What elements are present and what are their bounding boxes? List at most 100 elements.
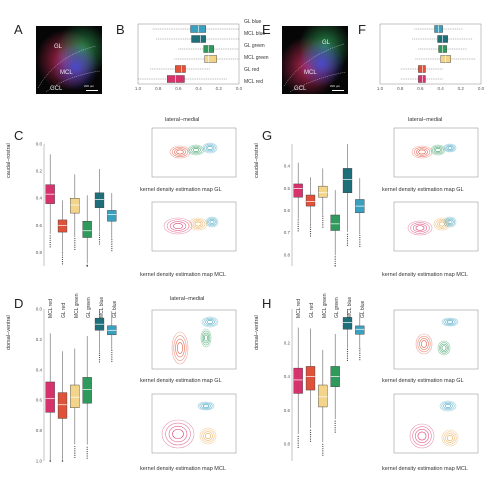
scalebar-e (332, 90, 344, 91)
map-title-h-mcl: kernel density estimation map MCL (382, 466, 468, 472)
boxplot-c: 0.0 0.2 0.4 0.6 0.8 (36, 142, 117, 267)
kde-blob-2 (443, 216, 457, 228)
ytick-g-2: 0.6 (284, 208, 291, 213)
box-g-5 (355, 178, 365, 247)
xtick-f-0: 1.0 (377, 86, 384, 91)
ylabel-g: caudal−rostral (254, 143, 260, 178)
kde-blob-2 (443, 143, 457, 153)
cat-b-4: GL red (244, 67, 260, 73)
axis-title-f: lateral−medial (408, 117, 443, 123)
box-g-2 (318, 168, 328, 228)
boxplot-b: 1.0 0.8 0.6 0.4 0.2 0.0 (135, 23, 243, 91)
hbox-b-2 (178, 45, 239, 53)
top-axis-title-d: lateral−medial (170, 296, 205, 302)
box-h-4 (342, 309, 353, 361)
box-d-4 (94, 309, 105, 363)
ytick-h-1: 0.4 (284, 374, 291, 379)
hbox-b-3 (174, 55, 239, 63)
kde-blob-2 (205, 216, 219, 228)
ytick-c-2: 0.4 (36, 196, 43, 201)
kde-blob-2 (197, 401, 215, 411)
region-label-gcl: GCL (50, 86, 63, 92)
kde-map-g-gl (393, 127, 479, 178)
scalebar-label-e: 200 µm (330, 84, 341, 88)
map-title-d-mcl: kernel density estimation map MCL (140, 466, 226, 472)
map-title-g-gl: kernel density estimation map GL (382, 187, 464, 193)
box-c-1 (57, 200, 68, 265)
kde-blob-0 (411, 145, 433, 159)
box-c-4 (94, 168, 105, 245)
micrograph-e: GL MCL GCL 200 µm (282, 26, 348, 94)
kde-blob-2 (441, 317, 459, 327)
box-d-1 (57, 351, 68, 462)
hbox-f-2 (418, 45, 467, 53)
ytick-c-0: 0.0 (36, 142, 43, 147)
hbox-f-4 (400, 65, 444, 73)
ytick-d-4: 0.8 (36, 428, 43, 433)
xtick-b-0: 1.0 (135, 86, 142, 91)
box-h-2 (318, 349, 328, 456)
region-label-gl: GL (54, 44, 63, 50)
map-title-d-gl: kernel density estimation map GL (140, 378, 222, 384)
hbox-b-0 (152, 25, 239, 33)
box-d-0 (45, 333, 55, 462)
ytick-d-5: 1.0 (36, 459, 43, 464)
boxplot-g: 0.4 0.5 0.6 0.7 0.8 (284, 144, 365, 267)
kde-blob-2 (439, 400, 457, 412)
kde-blob-0 (163, 217, 193, 235)
region-label-mcl: MCL (60, 70, 73, 76)
box-c-0 (45, 154, 55, 248)
kde-map-h-gl (393, 309, 479, 370)
kde-blob-1 (441, 429, 459, 447)
region-label-gcl-e: GCL (294, 86, 307, 92)
map-title-g-mcl: kernel density estimation map MCL (382, 272, 468, 278)
kde-blob-0 (169, 145, 191, 159)
xtick-f-5: 0.0 (478, 86, 485, 91)
hbox-b-4 (150, 65, 211, 73)
panel-label-b: B (116, 22, 125, 37)
xtick-b-5: 0.0 (236, 86, 243, 91)
ylabel-h: dorsal−ventral (254, 315, 260, 350)
boxplot-f: 1.0 0.8 0.6 0.4 0.2 0.0 (377, 23, 485, 91)
kde-blob-1 (188, 217, 208, 231)
kde-map-c-mcl (151, 201, 237, 252)
xtick-f-2: 0.6 (417, 86, 424, 91)
xtick-b-2: 0.6 (175, 86, 182, 91)
hbox-f-1 (412, 35, 473, 43)
hbox-f-3 (415, 55, 476, 63)
ytick-d-1: 0.2 (36, 337, 43, 342)
kde-map-h-mcl (393, 393, 479, 454)
ytick-d-0: 0.0 (36, 307, 43, 312)
hbox-f-0 (414, 25, 463, 33)
kde-blob-0 (415, 333, 433, 355)
ytick-c-3: 0.6 (36, 223, 43, 228)
box-g-0 (293, 162, 303, 232)
kde-blob-1 (199, 427, 217, 445)
scalebar (86, 90, 98, 91)
scalebar-label: 200 µm (84, 84, 95, 88)
panel-label-g: G (262, 128, 273, 143)
box-c-3 (82, 195, 92, 267)
micrograph-e-image (282, 26, 348, 94)
ytick-g-3: 0.7 (284, 230, 291, 235)
ylabel-d: dorsal−ventral (6, 315, 12, 350)
ytick-d-2: 0.4 (36, 367, 43, 372)
ytick-h-0: 0.2 (284, 340, 291, 345)
micrograph-a-image (36, 26, 102, 94)
xtick-b-3: 0.4 (195, 86, 202, 91)
box-g-1 (305, 177, 316, 237)
micrograph-a: GL MCL GCL 200 µm (36, 26, 102, 94)
kde-blob-1 (437, 340, 451, 356)
panel-label-e: E (262, 22, 271, 37)
ytick-d-3: 0.6 (36, 398, 43, 403)
kde-map-c-gl (151, 127, 237, 178)
axis-title-b: lateral−medial (165, 117, 200, 123)
xtick-b-1: 0.8 (155, 86, 162, 91)
map-title-c-gl: kernel density estimation map GL (140, 187, 222, 193)
box-g-4 (342, 144, 353, 246)
xtick-f-3: 0.4 (437, 86, 444, 91)
kde-map-d-mcl (151, 393, 237, 454)
kde-blob-0 (409, 423, 435, 449)
map-title-h-gl: kernel density estimation map GL (382, 378, 464, 384)
